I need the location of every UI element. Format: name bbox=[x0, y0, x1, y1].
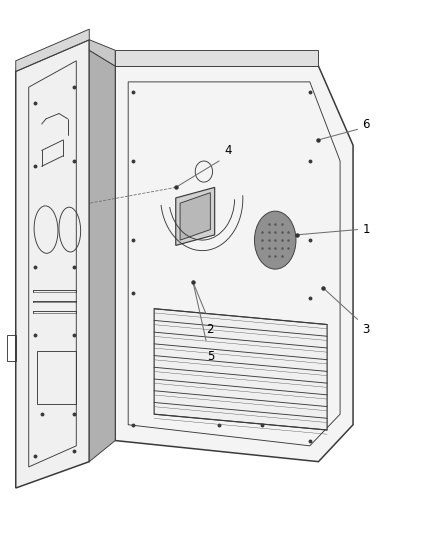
Polygon shape bbox=[115, 50, 318, 66]
Polygon shape bbox=[16, 29, 89, 71]
Ellipse shape bbox=[254, 211, 296, 269]
Text: 6: 6 bbox=[362, 118, 370, 131]
Polygon shape bbox=[89, 50, 115, 462]
Text: 1: 1 bbox=[362, 223, 370, 236]
Text: 2: 2 bbox=[207, 324, 214, 336]
Polygon shape bbox=[16, 39, 89, 488]
Polygon shape bbox=[154, 309, 327, 430]
Bar bbox=[37, 351, 76, 403]
Polygon shape bbox=[176, 188, 215, 245]
Polygon shape bbox=[89, 39, 115, 66]
Text: 3: 3 bbox=[362, 324, 370, 336]
Text: 5: 5 bbox=[207, 350, 214, 362]
Polygon shape bbox=[115, 66, 353, 462]
Polygon shape bbox=[180, 192, 210, 240]
Text: 4: 4 bbox=[224, 144, 231, 157]
